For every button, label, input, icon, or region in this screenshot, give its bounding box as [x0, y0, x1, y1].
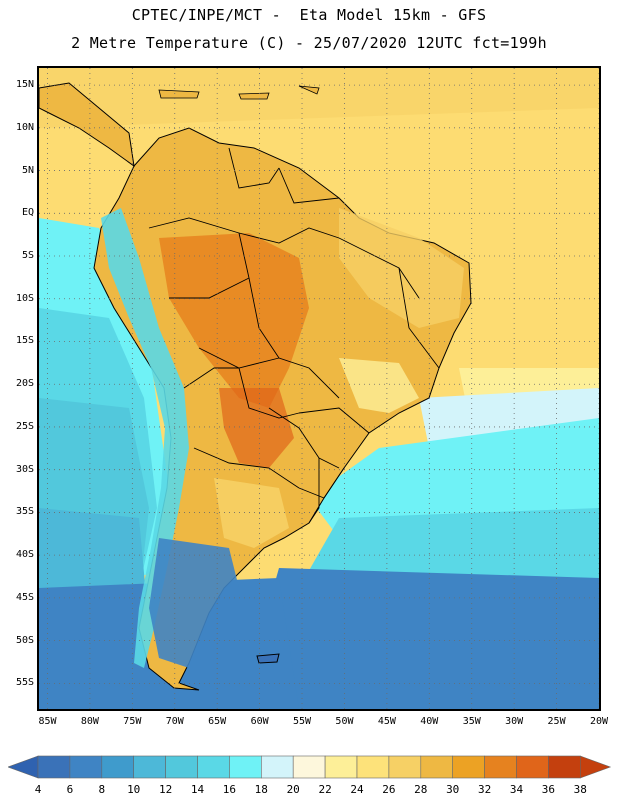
- lon-tick-label: 65W: [208, 716, 227, 727]
- colorbar-tick-label: 34: [509, 783, 524, 796]
- pampas-mild: [214, 478, 289, 548]
- colorbar-tick-label: 28: [414, 783, 428, 796]
- chart-title-line2: 2 Metre Temperature (C) - 25/07/2020 12U…: [71, 34, 547, 52]
- lon-tick-label: 60W: [250, 716, 269, 727]
- patagonia-cold: [149, 538, 239, 668]
- lat-tick-label: 25S: [15, 420, 34, 432]
- chart-title-line1: CPTEC/INPE/MCT - Eta Model 15km - GFS: [131, 6, 487, 24]
- lat-tick-label: 45S: [15, 591, 34, 603]
- central-america-land: [39, 82, 135, 168]
- caribbean-islands: [158, 85, 320, 100]
- hot-core-amazon: [159, 233, 309, 408]
- colorbar: [8, 755, 612, 779]
- lat-tick-label: 40S: [15, 549, 34, 561]
- colorbar-low-arrow: [8, 755, 39, 779]
- lat-tick-label: 5S: [21, 250, 34, 262]
- lon-tick-label: 20W: [589, 716, 609, 727]
- colorbar-tick-label: 14: [190, 783, 205, 796]
- lon-tick-label: 50W: [335, 716, 354, 727]
- colorbar-segment: [356, 755, 390, 779]
- colorbar-tick-label: 26: [382, 783, 396, 796]
- hot-core-chaco: [219, 388, 294, 468]
- colorbar-segment: [292, 755, 326, 779]
- colorbar-tick-label: 30: [446, 783, 460, 796]
- colorbar-segment: [229, 755, 262, 779]
- lat-tick-label: 35S: [15, 506, 34, 518]
- colorbar-tick-label: 12: [158, 783, 173, 796]
- lon-tick-label: 25W: [547, 716, 566, 727]
- lon-tick-label: 45W: [377, 716, 396, 727]
- field-atlantic-band-5: [239, 568, 599, 709]
- colorbar-tick-label: 6: [66, 783, 74, 796]
- lon-tick-label: 55W: [292, 716, 312, 727]
- colorbar-tick-label: 8: [98, 783, 106, 796]
- colorbar-segment: [452, 755, 485, 779]
- colorbar-segment: [484, 755, 517, 779]
- colorbar-segment: [516, 755, 549, 779]
- lat-tick-label: 20S: [15, 378, 34, 390]
- colorbar-segment: [324, 755, 358, 779]
- colorbar-tick-label: 20: [286, 783, 300, 796]
- warm-northeast: [339, 208, 464, 328]
- lat-tick-label: 30S: [15, 463, 34, 475]
- colorbar-segment: [548, 755, 581, 779]
- falkland-islands: [256, 653, 280, 664]
- lon-tick-label: 30W: [505, 716, 524, 727]
- lon-tick-label: 70W: [165, 716, 184, 727]
- colorbar-tick-label: 24: [350, 783, 364, 796]
- colorbar-tick-label: 10: [127, 783, 141, 796]
- colorbar-segment: [101, 755, 135, 779]
- lat-tick-label: EQ: [21, 207, 34, 219]
- lat-tick-label: 10S: [15, 292, 34, 304]
- field-caribbean: [39, 68, 599, 128]
- lat-tick-label: 15N: [15, 79, 34, 91]
- lat-tick-label: 55S: [15, 677, 34, 689]
- country-borders: [148, 147, 440, 524]
- colorbar-tick-label: 32: [477, 783, 492, 796]
- colorbar-segment: [420, 755, 453, 779]
- field-atlantic-band-3: [309, 418, 599, 538]
- colorbar-segment: [69, 755, 103, 779]
- map-canvas: [39, 68, 599, 709]
- colorbar-segment: [165, 755, 198, 779]
- colorbar-segment: [197, 755, 230, 779]
- lat-tick-label: 15S: [15, 335, 34, 347]
- colorbar-tick-label: 18: [254, 783, 268, 796]
- colorbar-segment: [261, 755, 294, 779]
- colorbar-tick-label: 22: [318, 783, 332, 796]
- lat-tick-label: 5N: [21, 164, 34, 176]
- colorbar-tick-label: 16: [222, 783, 237, 796]
- colorbar-segment: [133, 755, 166, 779]
- colorbar-segment: [37, 755, 71, 779]
- lon-tick-label: 40W: [420, 716, 439, 727]
- colorbar-tick-label: 36: [541, 783, 556, 796]
- colorbar-tick-label: 38: [573, 783, 587, 796]
- lon-tick-label: 75W: [123, 716, 142, 727]
- colorbar-high-arrow: [579, 755, 612, 779]
- colorbar-tick-label: 4: [34, 783, 42, 796]
- cool-southeast: [339, 358, 419, 413]
- lon-tick-label: 35W: [462, 716, 481, 727]
- temperature-map: [37, 66, 601, 711]
- lat-tick-label: 50S: [15, 634, 34, 646]
- lat-tick-label: 10N: [15, 121, 34, 133]
- graticule: [39, 68, 599, 709]
- lon-tick-label: 80W: [80, 716, 99, 727]
- colorbar-segment: [388, 755, 422, 779]
- lon-tick-label: 85W: [38, 716, 57, 727]
